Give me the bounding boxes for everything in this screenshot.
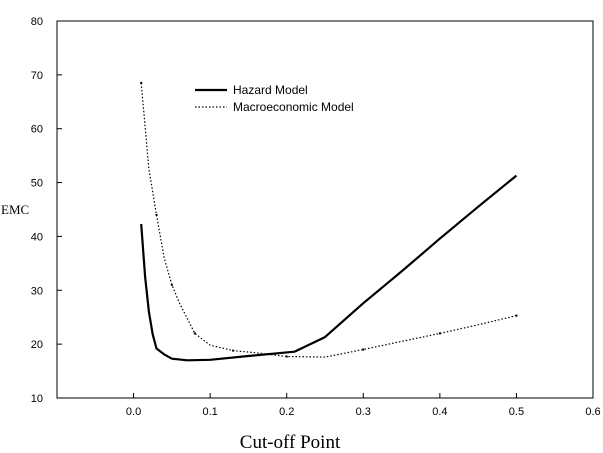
- plot-frame: [56, 20, 594, 399]
- y-tick-label: 30: [31, 285, 43, 297]
- y-tick-label: 80: [31, 16, 43, 28]
- x-axis-ticks: 0.0 0.1 0.2 0.3 0.4 0.5 0.6: [126, 393, 601, 418]
- x-axis-label: Cut-off Point: [240, 432, 341, 453]
- y-tick-label: 50: [31, 178, 43, 190]
- legend: Hazard Model Macroeconomic Model: [195, 83, 354, 114]
- plot-border: [56, 20, 594, 399]
- data-point: [362, 348, 365, 351]
- series-layer: [140, 81, 518, 362]
- y-axis-label: EMC: [1, 202, 29, 217]
- x-tick-label: 0.2: [279, 406, 294, 418]
- y-tick-label: 60: [31, 124, 43, 136]
- x-tick-label: 0.5: [509, 406, 524, 418]
- x-tick-label: 0.3: [356, 406, 371, 418]
- data-point: [438, 332, 441, 335]
- x-tick-label: 0.6: [585, 406, 600, 418]
- data-point: [170, 283, 173, 286]
- y-tick-label: 70: [31, 70, 43, 82]
- data-point: [193, 332, 196, 335]
- data-point: [285, 355, 288, 358]
- x-tick-label: 0.1: [202, 406, 217, 418]
- x-tick-label: 0.4: [432, 406, 447, 418]
- data-point: [515, 314, 518, 317]
- series-line-macroeconomic-model: [140, 82, 517, 358]
- y-tick-label: 20: [31, 339, 43, 351]
- y-axis-ticks: 10 20 30 40 50 60 70 80: [31, 16, 62, 405]
- legend-label-hazard-model: Hazard Model: [233, 83, 308, 97]
- series-line-hazard-model: [140, 174, 518, 362]
- data-point: [140, 81, 143, 84]
- data-point: [155, 213, 158, 216]
- legend-label-macroeconomic-model: Macroeconomic Model: [233, 100, 354, 114]
- x-tick-label: 0.0: [126, 406, 141, 418]
- data-point: [232, 349, 235, 352]
- y-tick-label: 40: [31, 231, 43, 243]
- y-tick-label: 10: [31, 393, 43, 405]
